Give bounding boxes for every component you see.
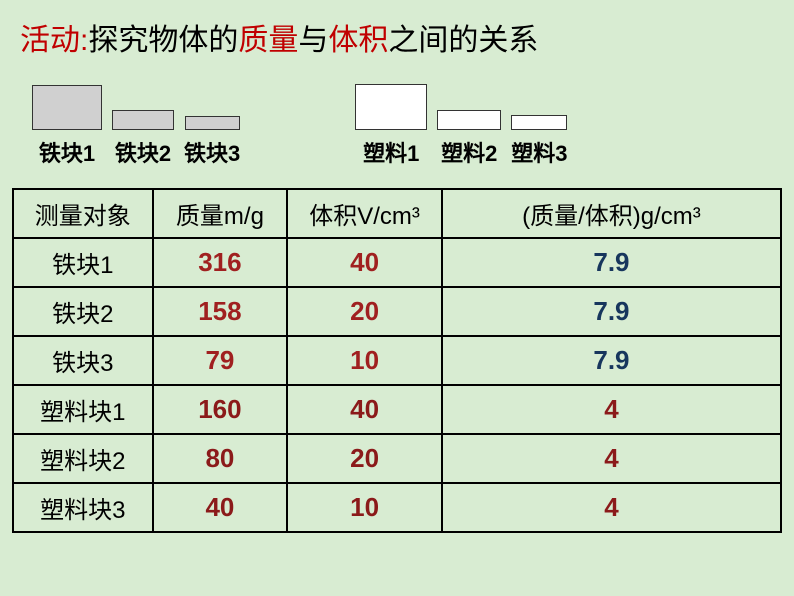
iron-samples: 铁块1 铁块2 铁块3: [32, 84, 240, 168]
title-part6: 之间的关系: [388, 24, 538, 57]
mass-value: 160: [153, 385, 288, 434]
volume-value: 20: [287, 287, 442, 336]
mass-value: 316: [153, 238, 288, 287]
title-part5: 体积: [328, 24, 388, 57]
row-label: 塑料块2: [13, 434, 153, 483]
iron-sample-2: 铁块2: [112, 110, 174, 168]
table-row: 铁块3 79 10 7.9: [13, 336, 781, 385]
mass-value: 79: [153, 336, 288, 385]
iron-sample-3: 铁块3: [184, 116, 240, 168]
plastic-sample-3: 塑料3: [511, 115, 567, 168]
ratio-value: 4: [442, 385, 781, 434]
plastic-block-3: [511, 115, 567, 130]
iron-block-1: [32, 85, 102, 130]
table-row: 铁块2 158 20 7.9: [13, 287, 781, 336]
data-table: 测量对象 质量m/g 体积V/cm³ (质量/体积)g/cm³ 铁块1 316 …: [12, 188, 782, 533]
row-label: 铁块1: [13, 238, 153, 287]
title-part2: 探究物体的: [88, 24, 238, 57]
plastic-label-2: 塑料2: [441, 136, 497, 168]
ratio-value: 7.9: [442, 336, 781, 385]
table-row: 塑料块1 160 40 4: [13, 385, 781, 434]
volume-value: 40: [287, 238, 442, 287]
plastic-block-1: [355, 84, 427, 130]
volume-value: 40: [287, 385, 442, 434]
header-object: 测量对象: [13, 189, 153, 238]
iron-block-3: [185, 116, 240, 130]
title-part1: 活动:: [20, 24, 88, 57]
table-body: 铁块1 316 40 7.9 铁块2 158 20 7.9 铁块3 79 10 …: [13, 238, 781, 532]
samples-area: 铁块1 铁块2 铁块3 塑料1 塑料2 塑料3: [12, 84, 782, 168]
header-ratio: (质量/体积)g/cm³: [442, 189, 781, 238]
mass-value: 40: [153, 483, 288, 532]
table-header-row: 测量对象 质量m/g 体积V/cm³ (质量/体积)g/cm³: [13, 189, 781, 238]
slide-title: 活动:探究物体的质量与体积之间的关系: [12, 15, 782, 59]
title-part4: 与: [298, 24, 328, 57]
iron-label-3: 铁块3: [184, 136, 240, 168]
iron-label-1: 铁块1: [39, 136, 95, 168]
plastic-sample-1: 塑料1: [355, 84, 427, 168]
row-label: 铁块2: [13, 287, 153, 336]
iron-label-2: 铁块2: [115, 136, 171, 168]
ratio-value: 4: [442, 434, 781, 483]
row-label: 铁块3: [13, 336, 153, 385]
title-part3: 质量: [238, 24, 298, 57]
table-row: 塑料块3 40 10 4: [13, 483, 781, 532]
plastic-block-2: [437, 110, 501, 130]
volume-value: 10: [287, 483, 442, 532]
volume-value: 10: [287, 336, 442, 385]
volume-value: 20: [287, 434, 442, 483]
mass-value: 158: [153, 287, 288, 336]
mass-value: 80: [153, 434, 288, 483]
plastic-label-1: 塑料1: [363, 136, 419, 168]
table-row: 铁块1 316 40 7.9: [13, 238, 781, 287]
iron-block-2: [112, 110, 174, 130]
row-label: 塑料块1: [13, 385, 153, 434]
header-mass: 质量m/g: [153, 189, 288, 238]
header-volume: 体积V/cm³: [287, 189, 442, 238]
ratio-value: 7.9: [442, 287, 781, 336]
iron-sample-1: 铁块1: [32, 85, 102, 168]
row-label: 塑料块3: [13, 483, 153, 532]
plastic-label-3: 塑料3: [511, 136, 567, 168]
plastic-sample-2: 塑料2: [437, 110, 501, 168]
table-row: 塑料块2 80 20 4: [13, 434, 781, 483]
ratio-value: 7.9: [442, 238, 781, 287]
ratio-value: 4: [442, 483, 781, 532]
plastic-samples: 塑料1 塑料2 塑料3: [355, 84, 567, 168]
